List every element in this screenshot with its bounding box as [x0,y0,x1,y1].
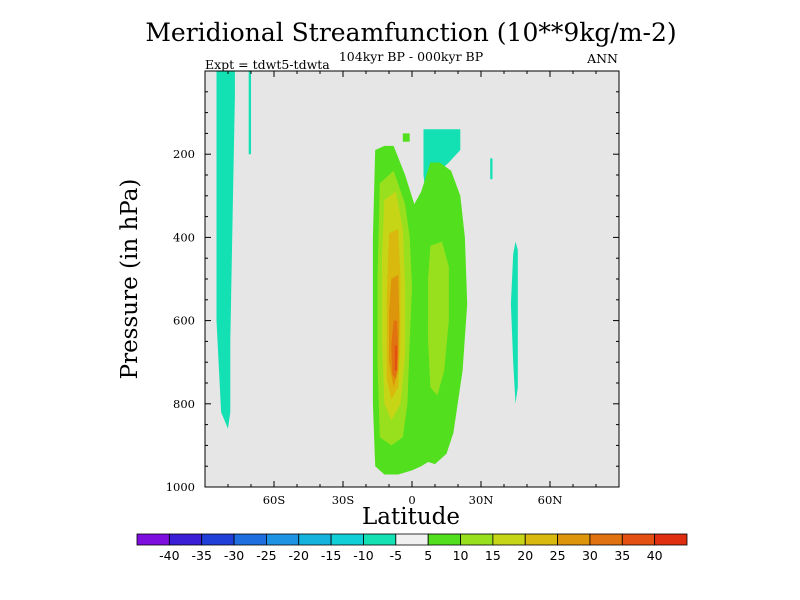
colorbar-label: 15 [485,548,501,563]
colorbar-swatch [330,533,364,546]
colorbar-label: -5 [390,548,402,563]
chart-title: Meridional Streamfunction (10**9kg/m-2) [145,18,676,47]
colorbar-swatch [201,533,235,546]
left-label: Expt = tdwt5-tdwta [205,57,330,72]
colorbar-swatch [168,533,203,546]
colorbar-swatch [654,533,688,546]
colorbar-label: 10 [453,548,469,563]
colorbar-swatch [557,533,591,546]
colorbar-swatch [395,533,429,546]
colorbar-swatch [621,533,656,546]
colorbar-label: -25 [256,548,276,563]
right-label: ANN [586,51,618,66]
colorbar-swatch [492,533,526,546]
colorbar: -40 -35 -30 -25 -20 -15 -10 -5 5 10 15 20 25 30 35 40 [136,533,688,563]
colorbar-swatch [427,533,461,546]
colorbar-label: 5 [424,548,432,563]
x-axis-label: Latitude [362,504,460,530]
contour-region [216,71,235,429]
axis-ticks: 60S 30S 0 30N 60N 200 400 600 800 1000 [166,71,619,507]
contour-region [428,241,449,396]
colorbar-label: -20 [289,548,309,563]
colorbar-label: -40 [159,548,179,563]
colorbar-swatch [136,533,170,546]
contour-region [402,133,410,142]
x-tick-label: 60N [538,493,563,507]
colorbar-label: -30 [224,548,244,563]
colorbar-label: 30 [582,548,598,563]
colorbar-swatch [266,533,300,546]
y-tick-label: 800 [173,397,195,411]
colorbar-swatch [363,533,397,546]
colorbar-swatch [298,533,332,546]
colorbar-swatch [589,533,623,546]
contour-region [248,71,251,155]
colorbar-label: -10 [353,548,373,563]
x-tick-label: 60S [263,493,286,507]
contour-region [510,241,518,404]
x-tick-label: 30N [469,493,494,507]
contour-region [394,345,398,371]
colorbar-swatch [460,533,494,546]
colorbar-label: -35 [191,548,211,563]
colorbar-label: 40 [647,548,663,563]
colorbar-label: 25 [550,548,566,563]
x-tick-label: 0 [408,493,415,507]
colorbar-swatch [233,533,267,546]
colorbar-label: 35 [614,548,630,563]
colorbar-label: 20 [517,548,533,563]
y-axis-label: Pressure (in hPa) [117,179,143,380]
y-tick-label: 400 [173,230,195,244]
contour-region [423,129,461,196]
colorbar-swatch [524,533,558,546]
contour-region [490,158,493,180]
contour-layer [216,71,518,475]
y-tick-label: 600 [173,314,195,328]
y-tick-label: 1000 [166,480,195,494]
y-tick-label: 200 [173,147,195,161]
x-tick-label: 30S [332,493,355,507]
chart-subtitle: 104kyr BP - 000kyr BP [339,49,483,64]
colorbar-label: -15 [321,548,341,563]
